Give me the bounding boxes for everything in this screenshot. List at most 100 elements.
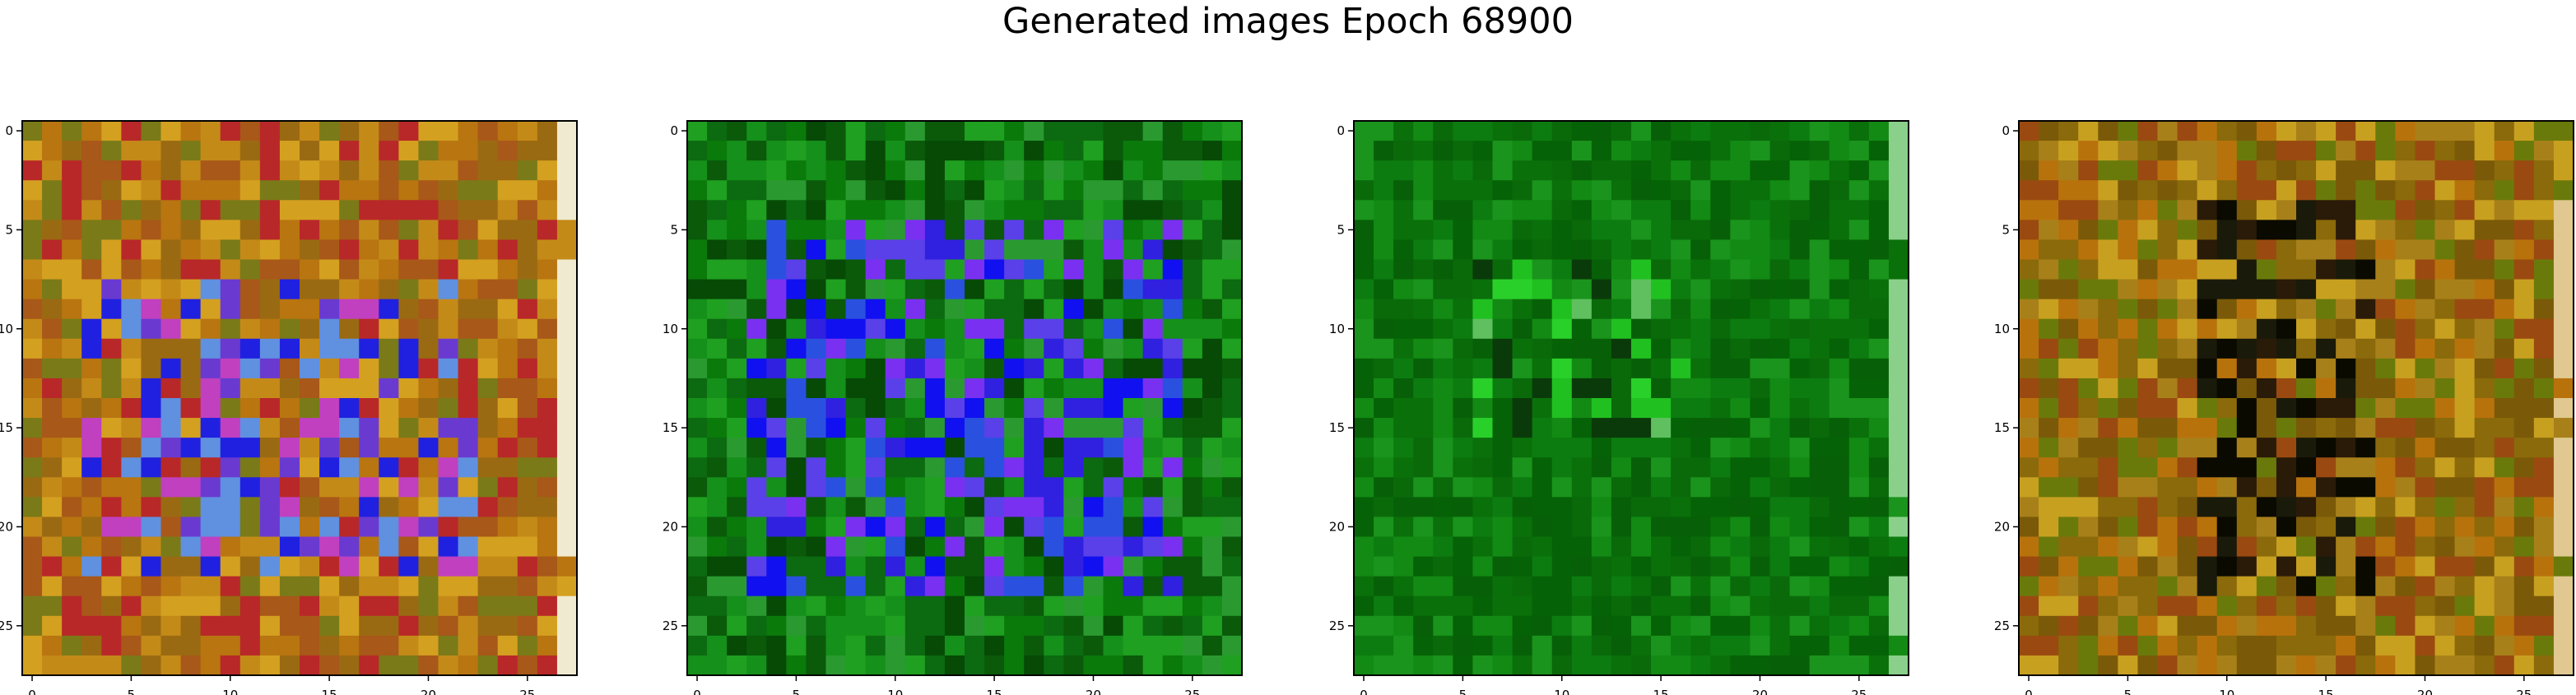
- pixel-cell: [904, 299, 926, 320]
- pixel-cell: [1651, 615, 1672, 637]
- pixel-cell: [1809, 338, 1830, 359]
- pixel-cell: [2039, 477, 2059, 498]
- pixel-cell: [359, 517, 379, 537]
- pixel-cell: [2078, 220, 2099, 240]
- pixel-cell: [1393, 398, 1414, 419]
- pixel-cell: [121, 615, 142, 637]
- pixel-cell: [1413, 338, 1434, 359]
- pixel-cell: [825, 457, 846, 478]
- pixel-cell: [2039, 536, 2059, 557]
- pixel-cell: [160, 497, 181, 517]
- pixel-cell: [2019, 180, 2039, 201]
- pixel-cell: [2078, 318, 2099, 340]
- pixel-cell: [727, 318, 747, 340]
- pixel-cell: [2533, 259, 2555, 280]
- y-tick-label: 5: [670, 222, 678, 237]
- pixel-cell: [1750, 536, 1770, 557]
- pixel-cell: [2216, 615, 2238, 637]
- pixel-cell: [160, 279, 181, 300]
- pixel-cell: [121, 318, 142, 340]
- pixel-cell: [1829, 318, 1850, 340]
- pixel-cell: [259, 358, 281, 379]
- pixel-cell: [2454, 220, 2476, 240]
- pixel-cell: [339, 239, 360, 260]
- pixel-cell: [1848, 239, 1870, 260]
- pixel-cell: [1532, 259, 1553, 280]
- pixel-cell: [2137, 141, 2158, 161]
- pixel-cell: [2256, 279, 2277, 300]
- pixel-cell: [220, 299, 241, 320]
- pixel-cell: [1571, 121, 1593, 141]
- pixel-cell: [865, 200, 886, 220]
- pixel-cell: [220, 457, 241, 478]
- pixel-cell: [2513, 180, 2535, 201]
- pixel-cell: [2494, 299, 2515, 320]
- pixel-cell: [1453, 398, 1473, 419]
- pixel-cell: [1690, 318, 1711, 340]
- pixel-cell: [2296, 477, 2317, 498]
- pixel-cell: [1374, 457, 1394, 478]
- pixel-cell: [1162, 517, 1183, 537]
- pixel-cell: [259, 398, 281, 419]
- pixel-cell: [2434, 358, 2455, 379]
- pixel-cell: [1690, 259, 1711, 280]
- pixel-cell: [2256, 299, 2277, 320]
- pixel-cell: [1103, 438, 1123, 458]
- pixel-cell: [259, 556, 281, 577]
- pixel-cell: [1004, 200, 1025, 220]
- pixel-cell: [180, 615, 202, 637]
- pixel-cell: [42, 457, 63, 478]
- pixel-cell: [438, 338, 458, 359]
- pixel-cell: [1162, 378, 1183, 399]
- pixel-cell: [2316, 655, 2337, 676]
- pixel-cell: [1848, 615, 1870, 637]
- y-tick-label: 20: [663, 519, 678, 534]
- pixel-cell: [2336, 279, 2356, 300]
- pixel-cell: [1551, 318, 1573, 340]
- pixel-cell: [2474, 141, 2495, 161]
- pixel-cell: [556, 556, 578, 577]
- pixel-cell: [885, 378, 906, 399]
- pixel-cell: [477, 556, 499, 577]
- pixel-cell: [101, 556, 122, 577]
- pixel-cell: [1591, 536, 1612, 557]
- pixel-cell: [746, 318, 767, 340]
- pixel-cell: [1611, 615, 1632, 637]
- pixel-cell: [1848, 536, 1870, 557]
- pixel-cell: [477, 438, 499, 458]
- pixel-cell: [458, 497, 479, 517]
- pixel-cell: [1472, 318, 1493, 340]
- pixel-cell: [727, 635, 747, 656]
- pixel-cell: [2098, 536, 2118, 557]
- pixel-cell: [2355, 655, 2376, 676]
- pixel-cell: [1453, 576, 1473, 597]
- pixel-cell: [517, 160, 538, 181]
- pixel-cell: [1182, 259, 1203, 280]
- pixel-cell: [1868, 299, 1890, 320]
- pixel-cell: [497, 655, 518, 676]
- pixel-cell: [806, 259, 826, 280]
- pixel-cell: [904, 536, 926, 557]
- pixel-cell: [924, 655, 946, 676]
- pixel-cell: [141, 398, 161, 419]
- pixel-cell: [2137, 517, 2158, 537]
- pixel-cell: [1769, 318, 1790, 340]
- pixel-cell: [121, 279, 142, 300]
- pixel-cell: [42, 576, 63, 597]
- pixel-cell: [1123, 121, 1144, 141]
- pixel-cell: [1829, 279, 1850, 300]
- pixel-cell: [1671, 121, 1691, 141]
- pixel-cell: [1162, 477, 1183, 498]
- pixel-cell: [845, 457, 867, 478]
- pixel-cell: [497, 279, 518, 300]
- pixel-cell: [1374, 517, 1394, 537]
- pixel-cell: [2078, 497, 2099, 517]
- pixel-cell: [1868, 220, 1890, 240]
- pixel-cell: [687, 180, 708, 201]
- pixel-cell: [2494, 141, 2515, 161]
- y-tick-label: 20: [0, 519, 13, 534]
- pixel-cell: [806, 318, 826, 340]
- pixel-cell: [2019, 121, 2039, 141]
- pixel-cell: [865, 556, 886, 577]
- pixel-cell: [1868, 655, 1890, 676]
